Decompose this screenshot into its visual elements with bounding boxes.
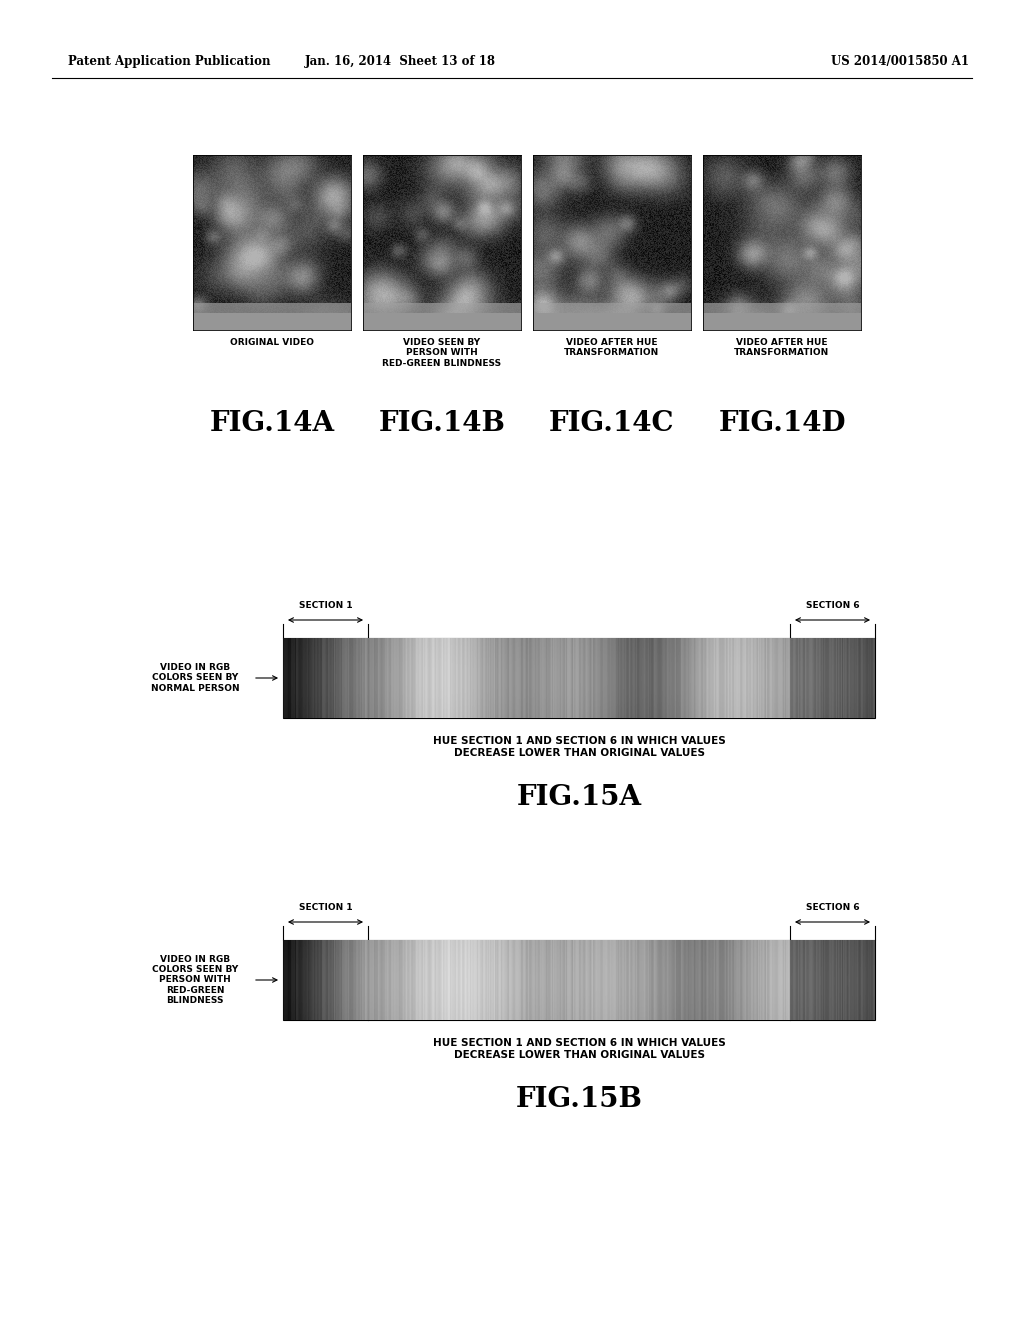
Text: SECTION 1: SECTION 1 — [299, 601, 352, 610]
Text: FIG.14A: FIG.14A — [210, 411, 335, 437]
Text: US 2014/0015850 A1: US 2014/0015850 A1 — [831, 55, 969, 69]
Text: FIG.15B: FIG.15B — [515, 1086, 642, 1113]
Text: VIDEO AFTER HUE
TRANSFORMATION: VIDEO AFTER HUE TRANSFORMATION — [734, 338, 829, 358]
Text: HUE SECTION 1 AND SECTION 6 IN WHICH VALUES
DECREASE LOWER THAN ORIGINAL VALUES: HUE SECTION 1 AND SECTION 6 IN WHICH VAL… — [432, 737, 725, 758]
Text: SECTION 1: SECTION 1 — [299, 903, 352, 912]
Text: SECTION 6: SECTION 6 — [806, 601, 859, 610]
Text: VIDEO IN RGB
COLORS SEEN BY
PERSON WITH
RED-GREEN
BLINDNESS: VIDEO IN RGB COLORS SEEN BY PERSON WITH … — [152, 954, 239, 1006]
Text: Patent Application Publication: Patent Application Publication — [68, 55, 270, 69]
Text: SECTION 6: SECTION 6 — [806, 903, 859, 912]
Text: ORIGINAL VIDEO: ORIGINAL VIDEO — [230, 338, 314, 347]
Text: FIG.14D: FIG.14D — [718, 411, 846, 437]
Text: VIDEO SEEN BY
PERSON WITH
RED-GREEN BLINDNESS: VIDEO SEEN BY PERSON WITH RED-GREEN BLIN… — [382, 338, 502, 368]
Text: Jan. 16, 2014  Sheet 13 of 18: Jan. 16, 2014 Sheet 13 of 18 — [304, 55, 496, 69]
Bar — [283, 940, 874, 1020]
Text: FIG.14C: FIG.14C — [549, 411, 675, 437]
Text: FIG.14B: FIG.14B — [379, 411, 506, 437]
Text: VIDEO IN RGB
COLORS SEEN BY
NORMAL PERSON: VIDEO IN RGB COLORS SEEN BY NORMAL PERSO… — [151, 663, 240, 693]
Text: FIG.15A: FIG.15A — [516, 784, 642, 810]
Text: HUE SECTION 1 AND SECTION 6 IN WHICH VALUES
DECREASE LOWER THAN ORIGINAL VALUES: HUE SECTION 1 AND SECTION 6 IN WHICH VAL… — [432, 1038, 725, 1060]
Bar — [283, 638, 874, 718]
Text: VIDEO AFTER HUE
TRANSFORMATION: VIDEO AFTER HUE TRANSFORMATION — [564, 338, 659, 358]
